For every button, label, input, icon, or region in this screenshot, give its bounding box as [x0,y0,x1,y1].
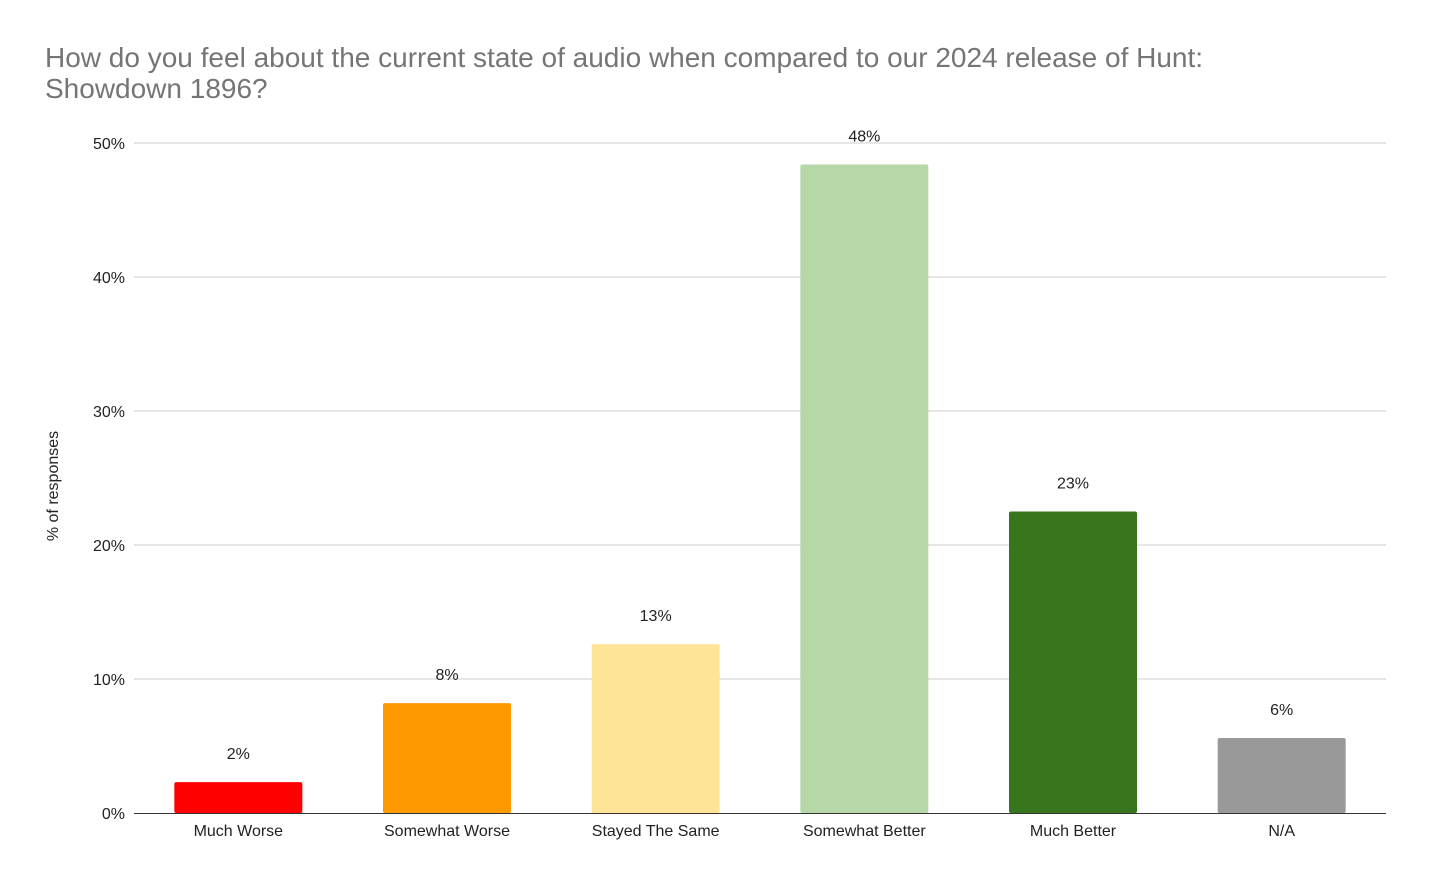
y-tick-label: 10% [93,672,125,689]
x-tick-label: Much Better [1030,823,1117,840]
x-tick-label: Much Worse [194,823,284,840]
x-tick-label: Stayed The Same [592,823,720,840]
bar [383,703,511,813]
data-label: 48% [848,128,880,145]
y-tick-label: 0% [102,806,125,823]
bar [174,782,303,813]
x-axis-labels: Much Worse Somewhat Worse Stayed The Same S… [194,823,1296,840]
data-label: 23% [1057,476,1089,493]
y-tick-label: 20% [93,538,125,555]
x-tick-label: N/A [1268,823,1295,840]
data-label: 8% [435,667,458,684]
bar [591,644,720,813]
data-label: 13% [640,608,672,625]
data-label: 6% [1270,702,1293,719]
data-label: 2% [227,746,250,763]
y-tick-label: 40% [93,270,125,287]
bar [1009,511,1137,813]
x-tick-label: Somewhat Better [803,823,926,840]
bar [800,164,929,813]
y-axis-ticks: 0% 10% 20% 30% 40% 50% [93,136,125,823]
data-labels: 2% 8% 13% 48% 23% 6% [227,128,1293,763]
gridlines [134,142,1386,680]
y-tick-label: 30% [93,404,125,421]
x-tick-label: Somewhat Worse [384,823,510,840]
bars [174,164,1346,813]
y-tick-label: 50% [93,136,125,153]
chart-title: How do you feel about the current state … [45,42,1204,104]
bar [1217,737,1346,813]
y-axis-title: % of responses [45,431,62,541]
